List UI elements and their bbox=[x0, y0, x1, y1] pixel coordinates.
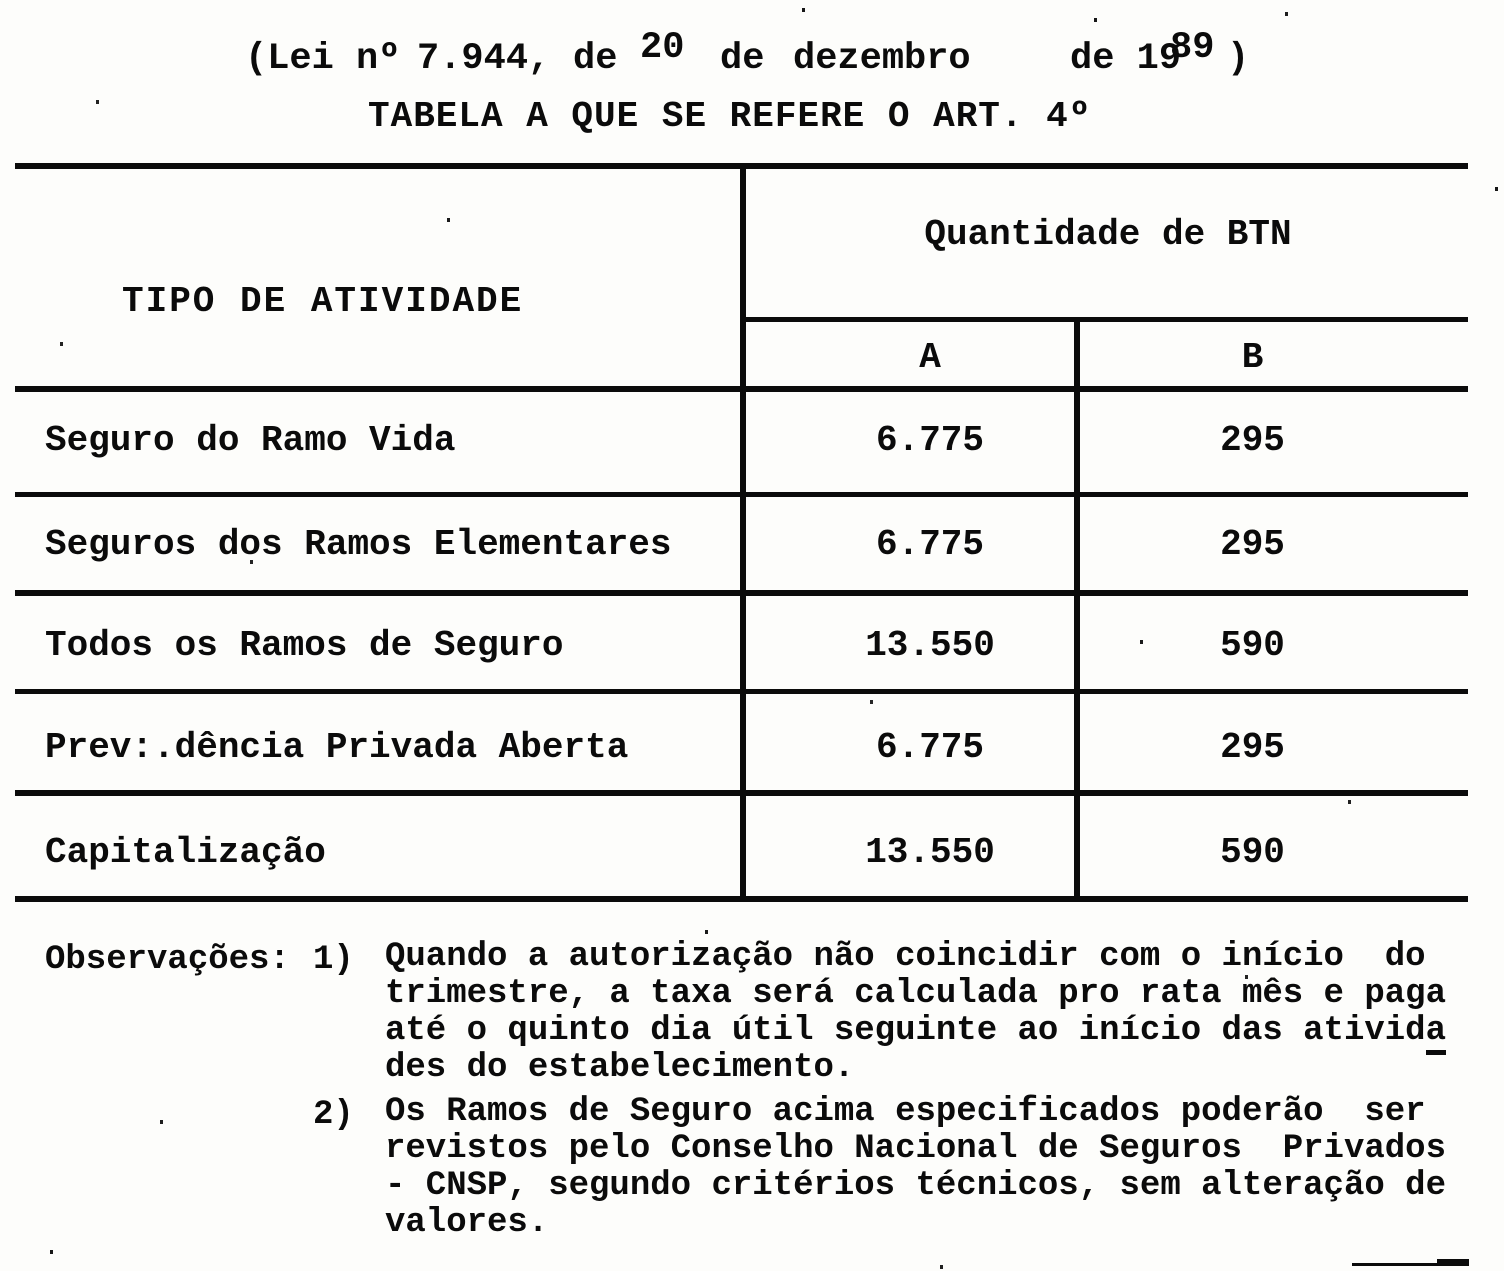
law-month: dezembro bbox=[793, 38, 971, 80]
group-header-underline bbox=[744, 317, 1468, 322]
activity-cell: Seguro do Ramo Vida bbox=[45, 420, 456, 461]
law-de-2: de bbox=[720, 38, 765, 80]
value-b-cell: 295 bbox=[1220, 420, 1285, 461]
law-close-paren: ) bbox=[1227, 38, 1250, 80]
observation-line: revistos pelo Conselho Nacional de Segur… bbox=[385, 1130, 1446, 1168]
observation-line: valores. bbox=[385, 1204, 549, 1242]
activity-cell: Todos os Ramos de Seguro bbox=[45, 625, 564, 666]
activity-cell: Capitalização bbox=[45, 832, 326, 873]
hyphenation-continuation-mark: a bbox=[1425, 1012, 1446, 1055]
law-de-1: de bbox=[573, 38, 618, 80]
observation-line: até o quinto dia útil seguinte ao início… bbox=[385, 1012, 1446, 1055]
table-row: Prev:.dência Privada Aberta 6.775 295 bbox=[0, 727, 1504, 773]
activity-cell: Seguros dos Ramos Elementares bbox=[45, 524, 672, 565]
value-b-cell: 590 bbox=[1220, 625, 1285, 666]
observation-line: Quando a autorização não coincidir com o… bbox=[385, 938, 1426, 976]
column-header-activity: TIPO DE ATIVIDADE bbox=[122, 281, 524, 322]
value-b-cell: 590 bbox=[1220, 832, 1285, 873]
table-row: Seguros dos Ramos Elementares 6.775 295 bbox=[0, 524, 1504, 570]
table-row: Seguro do Ramo Vida 6.775 295 bbox=[0, 420, 1504, 466]
column-header-a: A bbox=[919, 337, 941, 378]
activity-cell: Prev:.dência Privada Aberta bbox=[45, 727, 629, 768]
observations-label: Observações: bbox=[45, 941, 290, 979]
column-header-b: B bbox=[1241, 337, 1264, 378]
scan-noise bbox=[802, 8, 805, 12]
column-divider-activity bbox=[740, 163, 746, 902]
value-a-cell: 6.775 bbox=[875, 420, 985, 461]
observation-line: - CNSP, segundo critérios técnicos, sem … bbox=[385, 1167, 1446, 1205]
observation-2-text: Os Ramos de Seguro acima especificados p… bbox=[385, 1094, 1446, 1242]
table-row: Capitalização 13.550 590 bbox=[0, 832, 1504, 878]
observation-line: Os Ramos de Seguro acima especificados p… bbox=[385, 1093, 1426, 1131]
bottom-right-scan-mark bbox=[1352, 1263, 1468, 1266]
column-divider-a-b bbox=[1074, 317, 1080, 902]
value-b-cell: 295 bbox=[1220, 727, 1285, 768]
observation-1-text: Quando a autorização não coincidir com o… bbox=[385, 939, 1446, 1087]
value-a-cell: 6.775 bbox=[875, 524, 985, 565]
document-title: TABELA A QUE SE REFERE O ART. 4º bbox=[368, 96, 1092, 137]
observation-2-number: 2) bbox=[313, 1096, 354, 1134]
law-year: 89 bbox=[1170, 27, 1215, 69]
law-number: 7.944, bbox=[417, 38, 551, 80]
value-a-cell: 13.550 bbox=[865, 625, 995, 666]
column-header-group: Quantidade de BTN bbox=[924, 214, 1292, 255]
value-a-cell: 6.775 bbox=[875, 727, 985, 768]
bottom-right-scan-mark-heavy bbox=[1437, 1259, 1469, 1266]
table-row: Todos os Ramos de Seguro 13.550 590 bbox=[0, 625, 1504, 671]
law-de-year: de 19 bbox=[1070, 38, 1182, 80]
value-a-cell: 13.550 bbox=[865, 832, 995, 873]
value-b-cell: 295 bbox=[1220, 524, 1285, 565]
observation-line: trimestre, a taxa será calculada pro rat… bbox=[385, 975, 1446, 1013]
law-prefix: (Lei nº bbox=[245, 38, 401, 80]
observation-1-number: 1) bbox=[313, 941, 354, 979]
observation-line: des do estabelecimento. bbox=[385, 1049, 855, 1087]
law-reference-line: (Lei nº 7.944, de 20 de dezembro de 19 8… bbox=[0, 27, 1504, 98]
law-day: 20 bbox=[640, 27, 685, 69]
observation-line-text: até o quinto dia útil seguinte ao início… bbox=[385, 1012, 1426, 1050]
